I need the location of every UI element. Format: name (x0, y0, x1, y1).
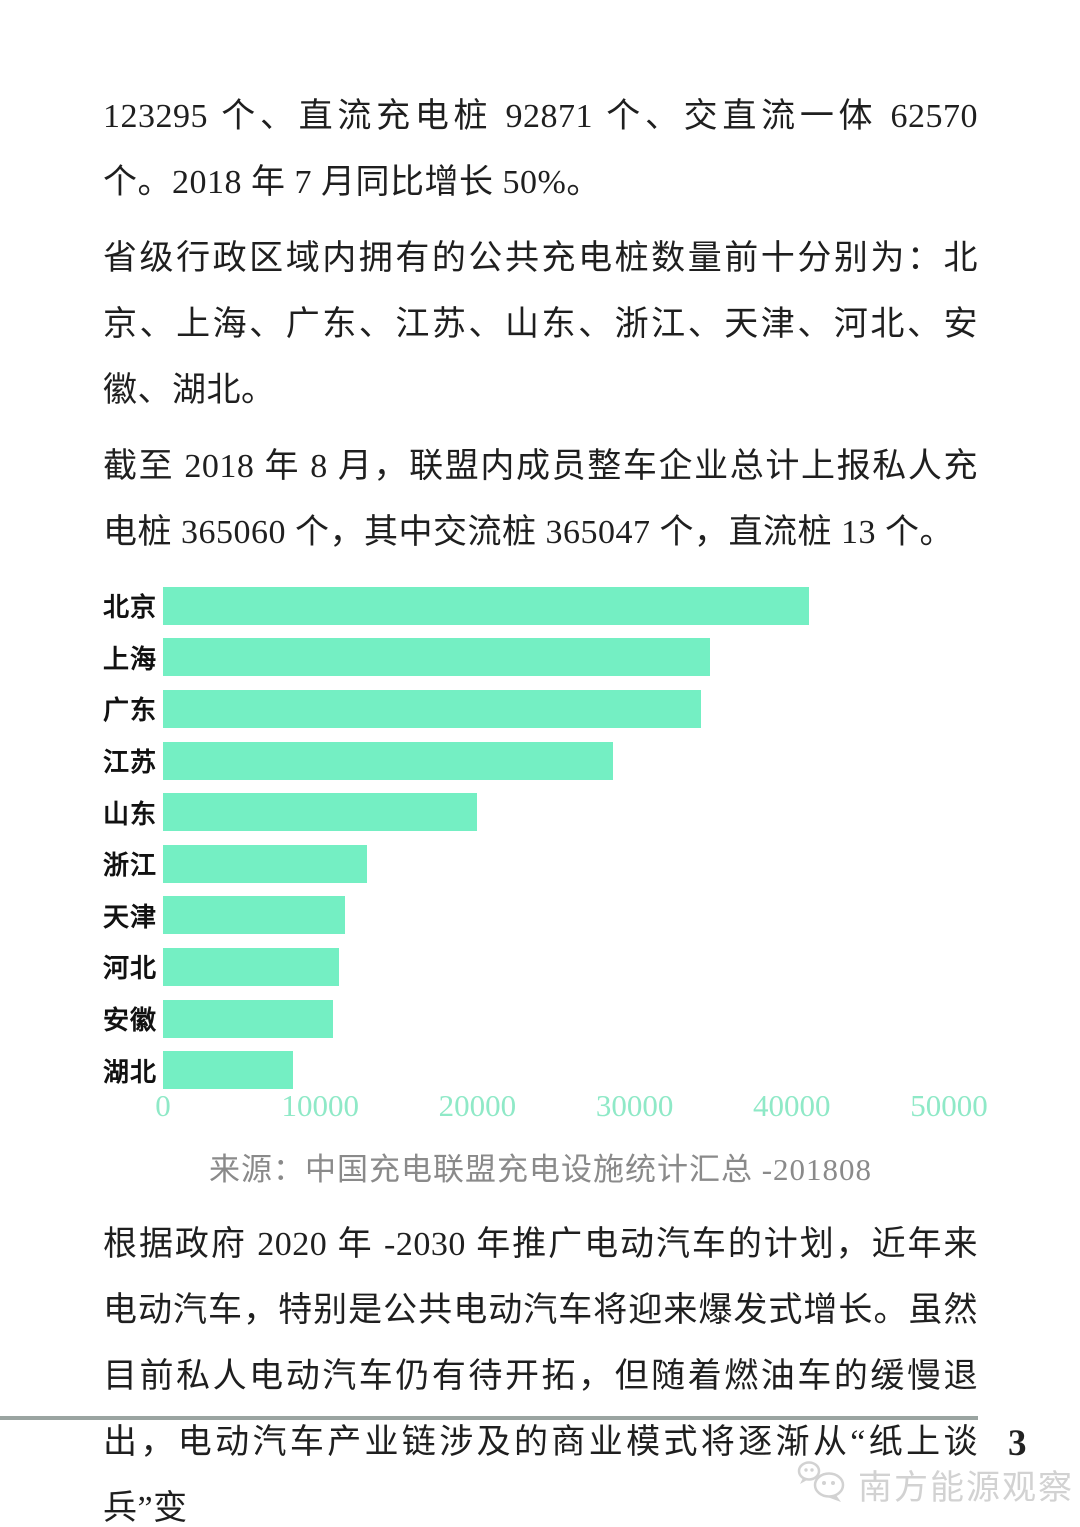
x-axis-tick-label: 0 (155, 1087, 171, 1123)
bar-category-label: 湖北 (103, 1057, 158, 1087)
speech-bubbles-icon (796, 1458, 852, 1511)
x-axis-tick-label: 40000 (753, 1087, 831, 1123)
bar-row: 河北 (103, 941, 978, 993)
bar-category-label: 上海 (103, 644, 158, 674)
bar (163, 844, 367, 883)
bar-row: 天津 (103, 890, 978, 942)
chart-source-caption: 来源：中国充电联盟充电设施统计汇总 -201808 (208, 1151, 873, 1187)
bar-category-label: 浙江 (103, 851, 158, 881)
bar-category-label: 河北 (103, 954, 158, 984)
bar-chart-rows: 北京上海广东江苏山东浙江天津河北安徽湖北 (103, 580, 978, 1096)
bar-row: 浙江 (103, 838, 978, 890)
paragraph-ev-growth-outlook: 根据政府 2020 年 -2030 年推广电动汽车的计划，近年来电动汽车，特别是… (103, 1225, 978, 1527)
bar-category-label: 天津 (103, 902, 158, 932)
bar-row: 江苏 (103, 735, 978, 787)
bar-row: 山东 (103, 786, 978, 838)
x-axis-tick-label: 20000 (438, 1087, 517, 1123)
bar (163, 896, 345, 935)
watermark-text: 南方能源观察 (858, 1470, 1074, 1507)
bar-category-label: 北京 (103, 593, 158, 623)
x-axis: 0 10000 20000 30000 40000 50000 (103, 1086, 988, 1126)
paragraph-top-ten-provinces: 省级行政区域内拥有的公共充电桩数量前十分别为：北京、上海、广东、江苏、山东、浙江… (103, 240, 978, 409)
bar-row: 安徽 (103, 993, 978, 1045)
page-number: 3 (1008, 1423, 1027, 1464)
bar-chart: 北京上海广东江苏山东浙江天津河北安徽湖北 0 10000 20000 30000 400… (103, 580, 988, 1126)
bar (163, 947, 339, 986)
bar-row: 上海 (103, 632, 978, 684)
bar (163, 999, 333, 1038)
bar-row: 北京 (103, 580, 978, 632)
paragraph-charging-pile-totals: 123295 个、直流充电桩 92871 个、交直流一体 62570 个。201… (103, 98, 978, 201)
x-axis-tick-label: 10000 (281, 1087, 359, 1123)
footer-divider (0, 1416, 978, 1420)
bar (163, 689, 701, 728)
bar (163, 586, 809, 625)
bar-category-label: 江苏 (103, 748, 158, 778)
watermark: 南方能源观察 (796, 1458, 1074, 1511)
bar (163, 1051, 293, 1090)
bar (163, 741, 613, 780)
bar-category-label: 安徽 (103, 1006, 158, 1036)
bar (163, 638, 710, 677)
x-axis-tick-label: 50000 (910, 1087, 988, 1123)
page-content: 123295 个、直流充电桩 92871 个、交直流一体 62570 个。201… (103, 84, 988, 1527)
bar-row: 湖北 (103, 1044, 978, 1096)
x-axis-tick-label: 30000 (595, 1087, 674, 1123)
bar-category-label: 广东 (103, 696, 158, 726)
bar-row: 广东 (103, 683, 978, 735)
bar-category-label: 山东 (103, 799, 158, 829)
bar (163, 793, 477, 832)
paragraph-private-piles: 截至 2018 年 8 月，联盟内成员整车企业总计上报私人充电桩 365060 … (103, 448, 978, 551)
